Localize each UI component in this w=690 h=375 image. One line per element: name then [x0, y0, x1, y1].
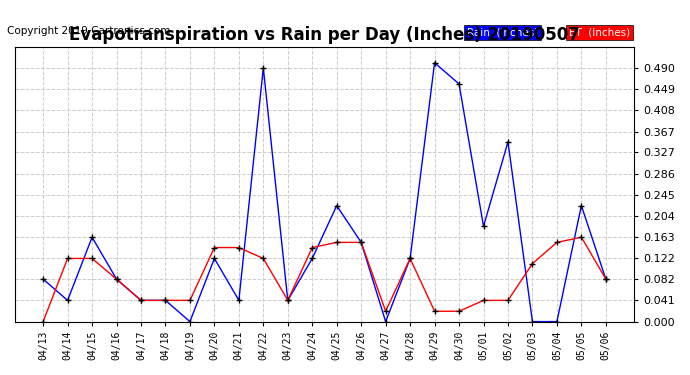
- Text: ET  (Inches): ET (Inches): [569, 28, 630, 38]
- Text: Rain  (Inches): Rain (Inches): [467, 28, 538, 38]
- Text: Copyright 2019 Cartronics.com: Copyright 2019 Cartronics.com: [7, 26, 170, 36]
- Title: Evapotranspiration vs Rain per Day (Inches) 20190507: Evapotranspiration vs Rain per Day (Inch…: [69, 26, 580, 44]
